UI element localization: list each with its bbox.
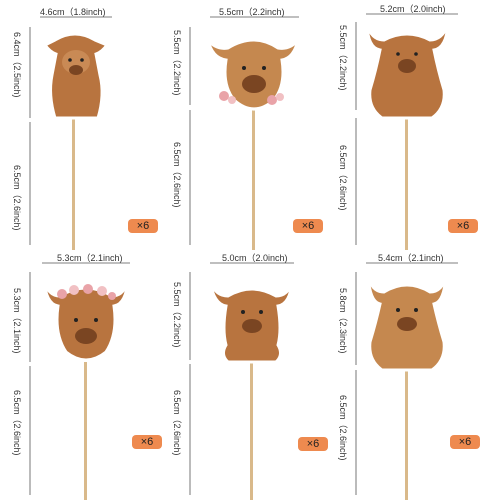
highland-cow-calf-standing-icon xyxy=(29,16,112,250)
highland-cow-calf-sitting-horns-icon xyxy=(355,262,458,500)
width-label: 5.0cm（2.0inch) xyxy=(222,253,288,263)
topper-card-3: 5.2cm（2.0inch) 5.5cm（2.2inch) 6.5cm（2.6i… xyxy=(332,0,498,250)
highland-cow-calf-sitting-icon xyxy=(355,13,458,250)
quantity-badge: ×6 xyxy=(298,437,328,451)
highland-cow-head-flower-crown-icon xyxy=(29,262,130,500)
width-label: 5.5cm（2.2inch) xyxy=(219,7,285,17)
width-label: 5.2cm（2.0inch) xyxy=(380,4,446,14)
quantity-badge: ×6 xyxy=(132,435,162,449)
quantity-badge: ×6 xyxy=(128,219,158,233)
width-label: 4.6cm（1.8inch) xyxy=(40,7,106,17)
highland-cow-head-with-flowers-icon xyxy=(189,16,300,250)
width-label: 5.3cm（2.1inch) xyxy=(57,253,123,263)
width-label: 5.4cm（2.1inch) xyxy=(378,253,444,263)
topper-card-2: 5.5cm（2.2inch) 5.5cm（2.2inch) 6.5cm（2.6i… xyxy=(166,0,332,250)
quantity-badge: ×6 xyxy=(293,219,323,233)
quantity-badge: ×6 xyxy=(448,219,478,233)
topper-card-1: 4.6cm（1.8inch) 6.4cm（2.5inch) 6.5cm（2.6i… xyxy=(0,0,166,250)
topper-card-4: 5.3cm（2.1inch) 5.3cm（2.1inch) 6.5cm（2.6i… xyxy=(0,250,166,500)
topper-card-6: 5.4cm（2.1inch) 5.8cm（2.3inch) 6.5cm（2.6i… xyxy=(332,250,498,500)
topper-card-5: 5.0cm（2.0inch) 5.5cm（2.2inch) 6.5cm（2.6i… xyxy=(166,250,332,500)
quantity-badge: ×6 xyxy=(450,435,480,449)
highland-cow-calf-standing-front-icon xyxy=(189,262,294,500)
